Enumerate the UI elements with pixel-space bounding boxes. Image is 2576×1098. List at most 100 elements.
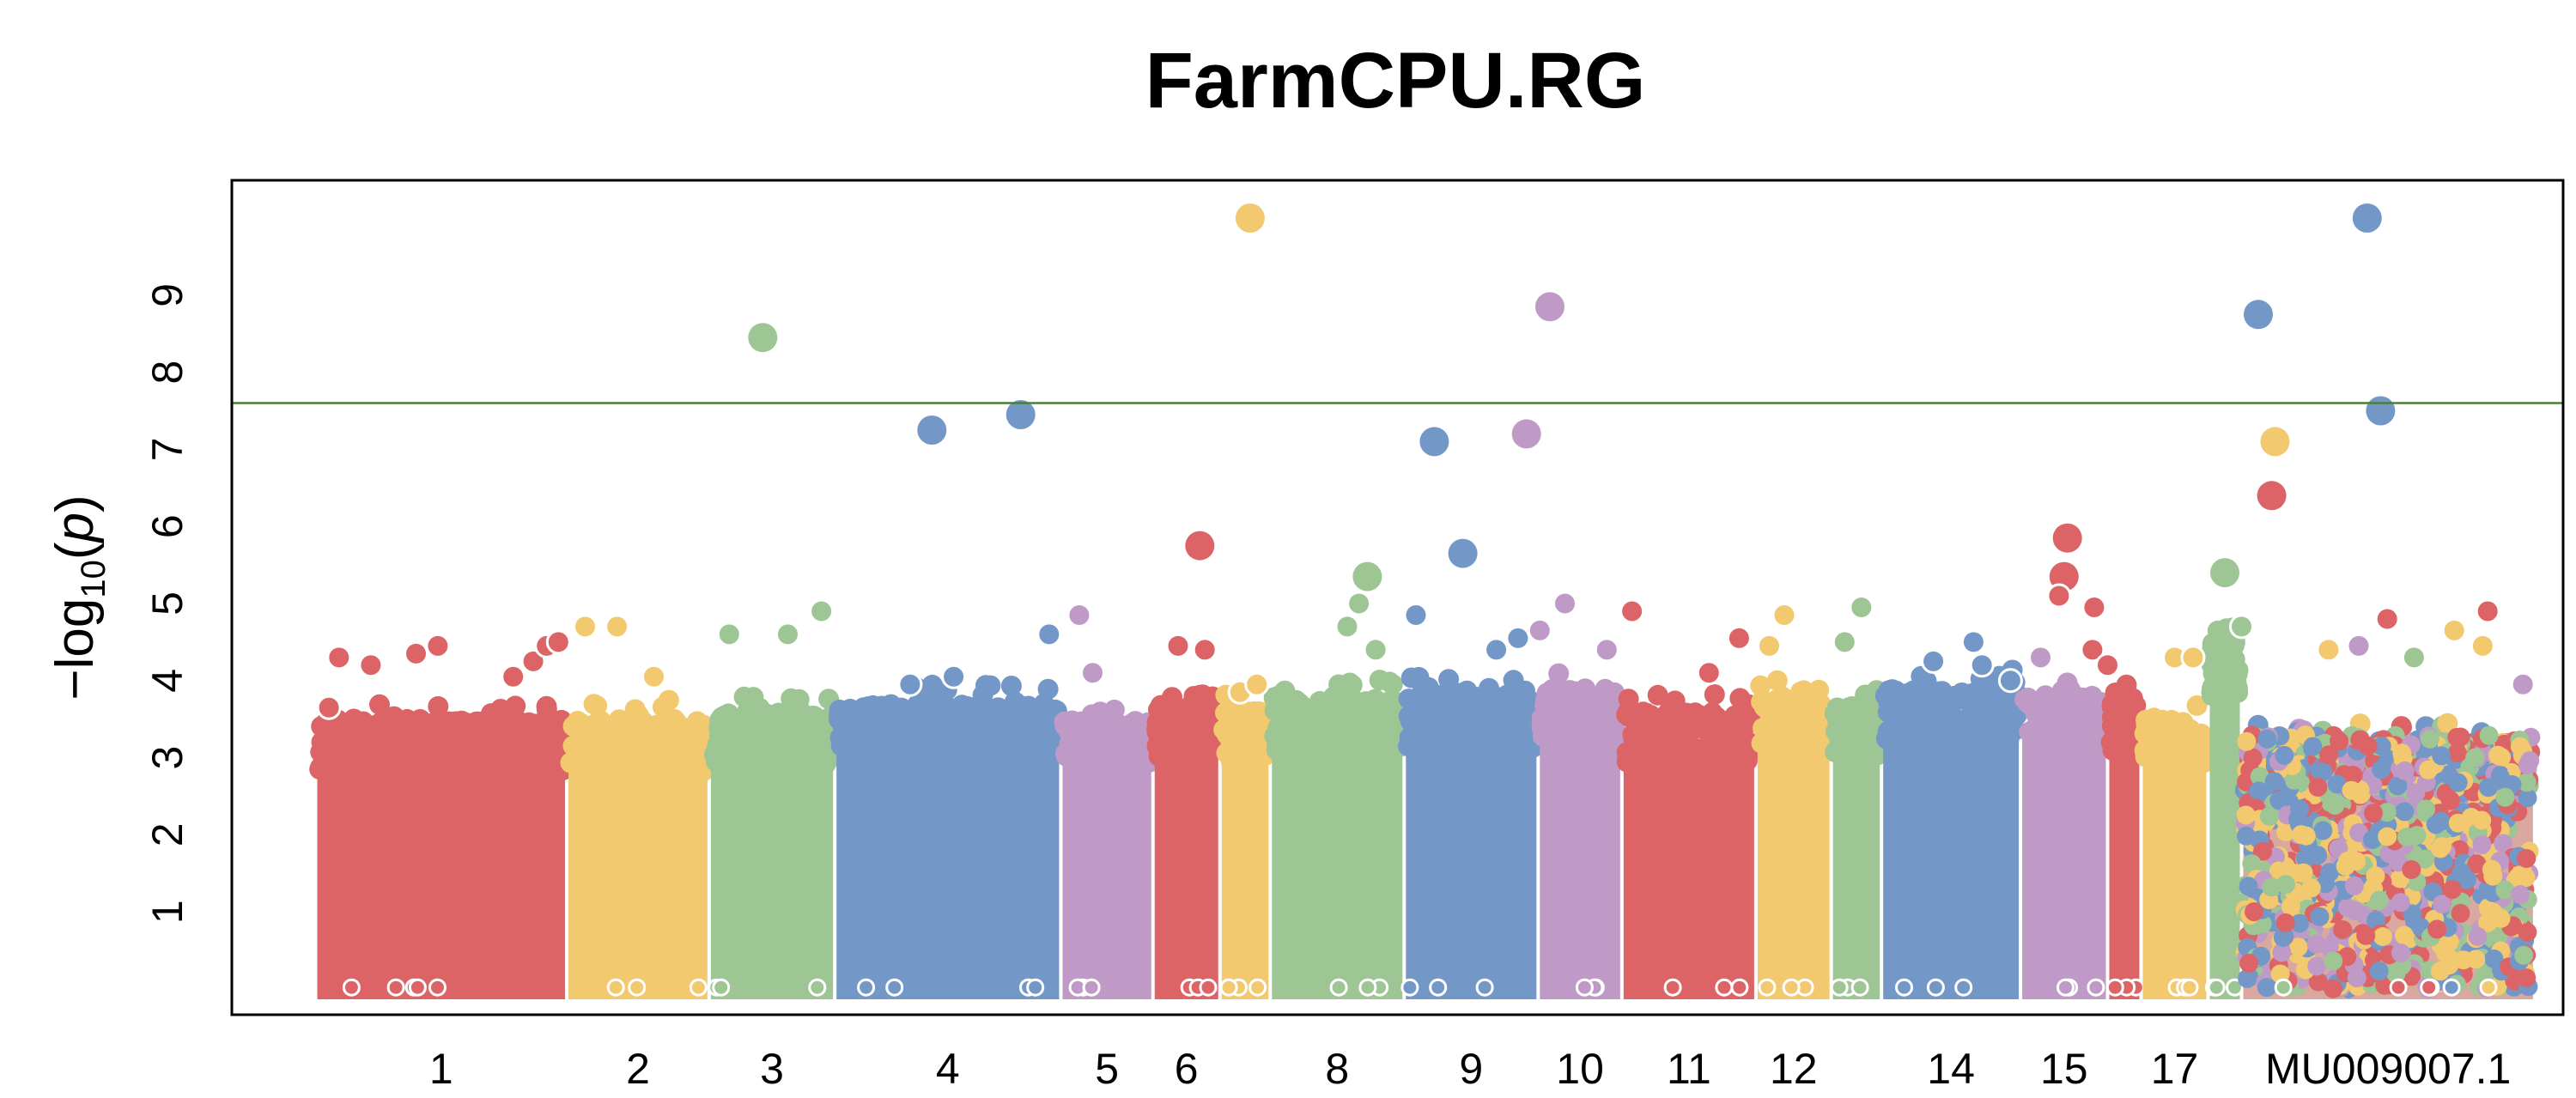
snp-point	[1083, 726, 1104, 748]
snp-point	[739, 705, 761, 726]
x-tick-label: 9	[1459, 1045, 1483, 1093]
chromosome-14-band	[1883, 731, 2020, 999]
snp-point	[2479, 725, 2499, 745]
snp-point	[2426, 815, 2445, 834]
snp-point	[1162, 715, 1182, 737]
snp-point	[2249, 781, 2269, 801]
snp-point	[532, 743, 554, 765]
snp-point	[2495, 880, 2515, 900]
y-tick-label: 2	[143, 822, 191, 846]
snp-point	[1190, 718, 1212, 739]
chromosome-12-points	[1750, 670, 1838, 999]
snp-point	[1000, 676, 1022, 696]
snp-point	[1878, 680, 1899, 701]
snp-point	[2451, 727, 2470, 747]
chromosome-15-band	[2022, 738, 2106, 999]
peak-snp-point	[316, 695, 342, 720]
snp-point	[940, 707, 962, 729]
peak-snp-point	[1997, 668, 2023, 694]
chromosome-18-points	[2201, 617, 2249, 999]
snp-point	[1475, 978, 1494, 997]
snp-point	[1704, 684, 1725, 705]
snp-point	[2366, 866, 2385, 886]
snp-point	[712, 978, 731, 997]
peak-snp-point	[775, 622, 800, 647]
snp-point	[2397, 828, 2416, 846]
snp-point	[1848, 697, 1869, 719]
snp-point	[976, 727, 998, 749]
y-tick-label: 6	[143, 514, 191, 538]
snp-point	[1584, 698, 1606, 719]
snp-point	[2518, 788, 2537, 808]
x-tick-label: MU009007.1	[2265, 1045, 2511, 1093]
snp-point	[2250, 767, 2269, 786]
snp-point	[1867, 744, 1888, 766]
snp-point	[2303, 737, 2323, 756]
snp-point	[2245, 902, 2263, 922]
peak-snp-point	[2366, 396, 2396, 426]
snp-point	[606, 978, 625, 997]
snp-point	[1343, 719, 1364, 739]
snp-point	[2488, 745, 2508, 765]
peak-snp-point	[2374, 606, 2400, 632]
y-tick-label: 8	[143, 361, 191, 385]
snp-point	[2472, 810, 2492, 830]
peak-snp-point	[1244, 671, 1270, 697]
snp-point	[374, 761, 396, 782]
snp-point	[1159, 740, 1181, 761]
peak-snp-point	[2180, 645, 2206, 670]
peak-snp-point	[573, 614, 598, 640]
snp-point	[1400, 667, 1422, 689]
snp-point	[1983, 728, 2004, 749]
snp-point	[2275, 745, 2294, 765]
peak-snp-point	[1619, 598, 1645, 624]
snp-point	[1715, 978, 1734, 997]
chromosome-15-points	[2014, 672, 2114, 999]
snp-point	[680, 726, 701, 748]
snp-point	[921, 674, 943, 695]
snp-point	[2395, 802, 2415, 822]
chromosome-4-points	[828, 674, 1067, 999]
chromosome-6-points	[1146, 684, 1227, 999]
snp-point	[2420, 978, 2439, 997]
snp-point	[2087, 978, 2105, 997]
snp-point	[1630, 737, 1651, 758]
snp-point	[536, 695, 557, 717]
snp-point	[536, 713, 557, 735]
snp-point	[1980, 711, 2002, 732]
snp-point	[2482, 859, 2501, 879]
snp-point	[1647, 684, 1668, 706]
x-tick-label: 12	[1770, 1045, 1818, 1093]
peak-snp-point	[941, 664, 967, 689]
snp-point	[1899, 686, 1920, 707]
snp-point	[2262, 877, 2281, 897]
snp-point	[583, 694, 605, 715]
chromosome-7-band	[1221, 754, 1269, 999]
snp-point	[857, 978, 876, 997]
snp-point	[1267, 685, 1289, 707]
peak-snp-point	[1771, 603, 1797, 628]
snp-point	[1421, 738, 1443, 760]
peak-snp-point	[2081, 595, 2107, 620]
snp-point	[2394, 925, 2414, 945]
x-tick-label: 10	[1556, 1045, 1604, 1093]
peak-snp-point	[1594, 637, 1619, 663]
snp-point	[2490, 767, 2510, 787]
snp-point	[2288, 937, 2308, 957]
snp-point	[1656, 716, 1678, 737]
snp-point	[2324, 979, 2343, 998]
snp-point	[2071, 731, 2093, 753]
chromosome-13-points	[1824, 680, 1888, 999]
snp-point	[1807, 698, 1829, 719]
snp-point	[2369, 962, 2389, 981]
snp-point	[1438, 669, 1460, 690]
snp-point	[1430, 721, 1451, 743]
snp-point	[1766, 670, 1788, 691]
snp-point	[1780, 706, 1801, 727]
snp-point	[2036, 737, 2057, 758]
snp-point	[1959, 693, 1981, 714]
peak-snp-point	[2244, 300, 2273, 330]
snp-point	[1954, 978, 1973, 997]
snp-point	[2257, 729, 2277, 749]
peak-snp-point	[1527, 617, 1552, 643]
